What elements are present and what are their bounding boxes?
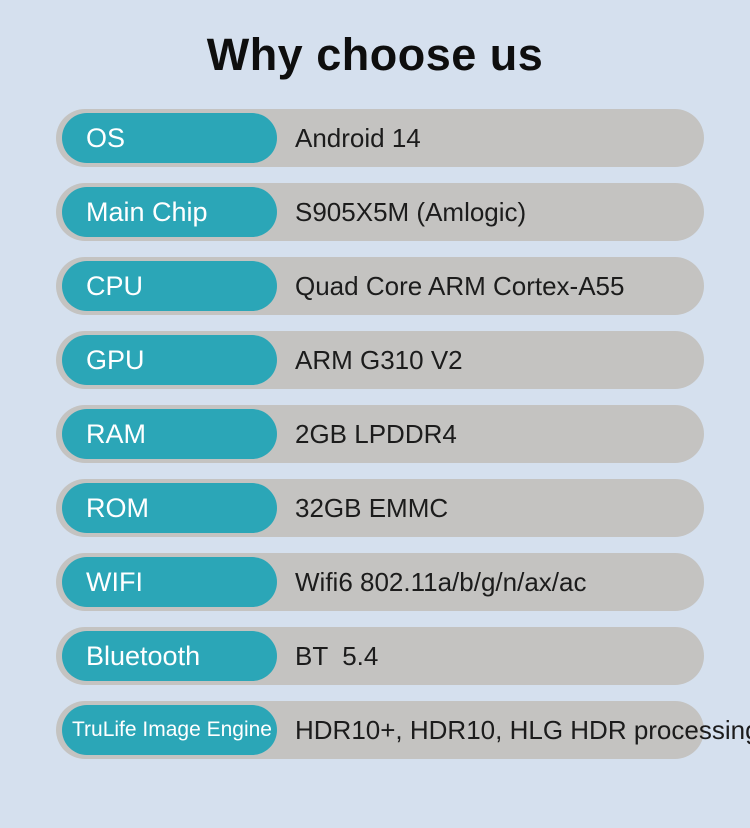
spec-value: Quad Core ARM Cortex-A55 [295, 271, 625, 301]
spec-row: GPU ARM G310 V2 [56, 331, 704, 389]
spec-infographic: { "title": "Why choose us", "colors": { … [0, 28, 750, 828]
spec-label-pill: GPU [62, 335, 277, 385]
spec-label-pill: RAM [62, 409, 277, 459]
spec-value: HDR10+, HDR10, HLG HDR processing [295, 715, 750, 745]
spec-value: 2GB LPDDR4 [295, 419, 457, 449]
spec-list: OS Android 14 Main Chip S905X5M (Amlogic… [0, 109, 750, 759]
spec-label-pill: CPU [62, 261, 277, 311]
spec-row: RAM 2GB LPDDR4 [56, 405, 704, 463]
spec-row: WIFI Wifi6 802.11a/b/g/n/ax/ac [56, 553, 704, 611]
spec-row: OS Android 14 [56, 109, 704, 167]
spec-value: BT 5.4 [295, 641, 379, 671]
spec-value: S905X5M (Amlogic) [295, 197, 527, 227]
spec-row: Bluetooth BT 5.4 [56, 627, 704, 685]
spec-row: CPU Quad Core ARM Cortex-A55 [56, 257, 704, 315]
page-title: Why choose us [206, 29, 544, 80]
spec-value: Wifi6 802.11a/b/g/n/ax/ac [295, 567, 587, 597]
spec-label-pill: WIFI [62, 557, 277, 607]
spec-row: ROM 32GB EMMC [56, 479, 704, 537]
spec-value: ARM G310 V2 [295, 345, 463, 375]
spec-label-pill: OS [62, 113, 277, 163]
spec-value: 32GB EMMC [295, 493, 449, 523]
spec-row: TruLife Image Engine HDR10+, HDR10, HLG … [56, 701, 750, 759]
spec-label-pill: Bluetooth [62, 631, 277, 681]
spec-label-pill: ROM [62, 483, 277, 533]
spec-label-pill: TruLife Image Engine [62, 705, 277, 755]
spec-label-pill: Main Chip [62, 187, 277, 237]
spec-row: Main Chip S905X5M (Amlogic) [56, 183, 704, 241]
spec-value: Android 14 [295, 123, 421, 153]
